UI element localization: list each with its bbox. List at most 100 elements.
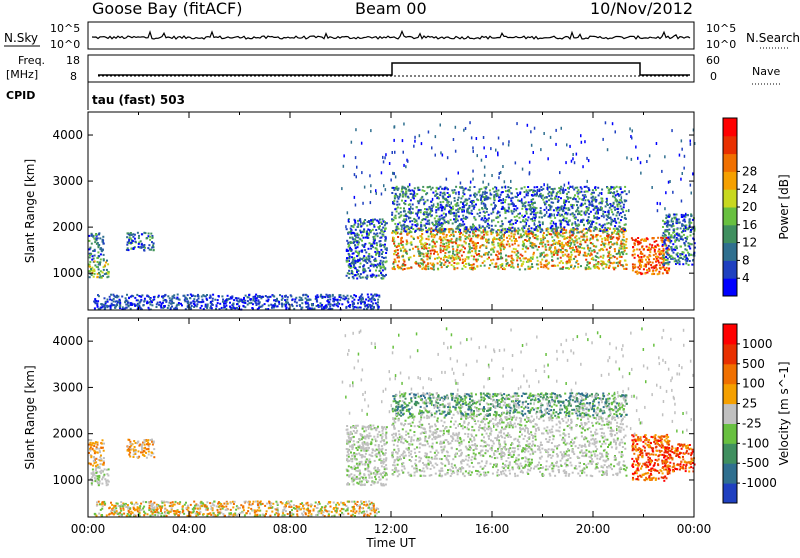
power-cell	[361, 171, 363, 174]
power-cell	[384, 156, 386, 159]
power-cell	[692, 172, 694, 175]
power-cell	[108, 305, 110, 307]
power-cell	[616, 242, 618, 244]
power-cell	[526, 222, 528, 225]
power-cell	[171, 303, 173, 305]
power-cell	[522, 204, 524, 206]
power-cell	[674, 258, 676, 260]
power-cell	[458, 172, 460, 175]
power-cell	[417, 248, 419, 250]
power-cell	[631, 158, 633, 161]
power-cell	[431, 234, 433, 236]
power-cell	[510, 192, 512, 194]
noise-right-tick-top: 10^5	[706, 22, 736, 35]
power-cell	[674, 240, 676, 242]
power-cell	[436, 251, 438, 253]
power-cell	[458, 191, 460, 193]
power-cell	[515, 196, 517, 198]
power-cell	[595, 222, 597, 224]
power-cell	[606, 229, 608, 231]
power-cell	[149, 236, 151, 238]
power-cell	[368, 267, 370, 269]
power-cell	[119, 299, 121, 301]
power-cell	[370, 219, 372, 221]
power-cell	[601, 263, 603, 265]
power-cell	[596, 206, 598, 208]
power-cell	[140, 240, 142, 242]
power-cell	[526, 240, 528, 242]
power-cell	[398, 256, 400, 258]
power-cell	[295, 297, 297, 299]
power-cell	[645, 264, 647, 266]
power-cell	[232, 305, 234, 307]
power-cell	[430, 211, 432, 213]
power-cell	[542, 221, 544, 223]
power-cell	[380, 260, 382, 262]
power-cell	[666, 226, 668, 228]
power-cell	[382, 235, 384, 237]
power-cell	[606, 249, 608, 251]
power-cell	[458, 252, 460, 254]
power-cell	[546, 196, 548, 198]
power-cell	[581, 210, 583, 212]
power-cell	[392, 187, 394, 189]
power-cell	[553, 209, 555, 211]
power-cell	[524, 205, 526, 207]
power-cell	[683, 234, 685, 236]
power-cell	[458, 197, 460, 199]
power-cell	[401, 228, 403, 230]
power-cell	[405, 195, 407, 197]
power-cell	[200, 307, 202, 309]
power-cell	[456, 256, 458, 258]
power-cell	[491, 220, 493, 223]
power-cell	[664, 155, 666, 158]
power-cell	[513, 236, 515, 238]
power-cell	[425, 193, 427, 195]
power-cell	[604, 237, 606, 239]
power-cell	[408, 216, 410, 219]
power-cell	[90, 268, 92, 270]
power-cell	[227, 295, 229, 297]
power-cell	[466, 236, 468, 238]
power-cell	[168, 305, 170, 307]
power-cell	[468, 198, 470, 200]
power-cell	[540, 186, 542, 188]
power-cell	[443, 237, 445, 239]
power-cell	[194, 301, 196, 303]
power-cell	[444, 194, 446, 196]
power-cell	[373, 224, 375, 226]
power-cell	[653, 237, 655, 239]
power-cell	[543, 215, 545, 217]
power-cell	[473, 205, 475, 207]
power-cell	[409, 221, 411, 223]
power-cell	[440, 258, 442, 260]
power-cell	[420, 229, 422, 231]
power-cell	[529, 161, 531, 164]
power-cell	[277, 305, 279, 307]
power-cell	[596, 239, 598, 241]
power-cell	[278, 301, 280, 303]
power-ytick-label: 1000	[52, 266, 83, 280]
power-cell	[231, 297, 233, 299]
power-cell	[473, 201, 475, 203]
power-cell	[126, 236, 128, 238]
power-cell	[575, 218, 577, 220]
power-cell	[336, 303, 338, 305]
power-cell	[667, 239, 669, 241]
power-cell	[432, 263, 434, 265]
power-cell	[547, 254, 549, 256]
power-cell	[583, 247, 585, 249]
power-cell	[381, 277, 383, 279]
power-cell	[562, 236, 564, 238]
power-cell	[625, 268, 627, 270]
power-cell	[536, 257, 538, 259]
power-cell	[242, 305, 244, 307]
power-cell	[588, 187, 590, 189]
power-cell	[564, 184, 566, 187]
power-cell	[604, 227, 606, 229]
power-cell	[610, 254, 612, 256]
power-cell	[455, 212, 457, 214]
power-cell	[413, 238, 415, 240]
power-cell	[493, 191, 495, 193]
power-cell	[447, 202, 449, 204]
